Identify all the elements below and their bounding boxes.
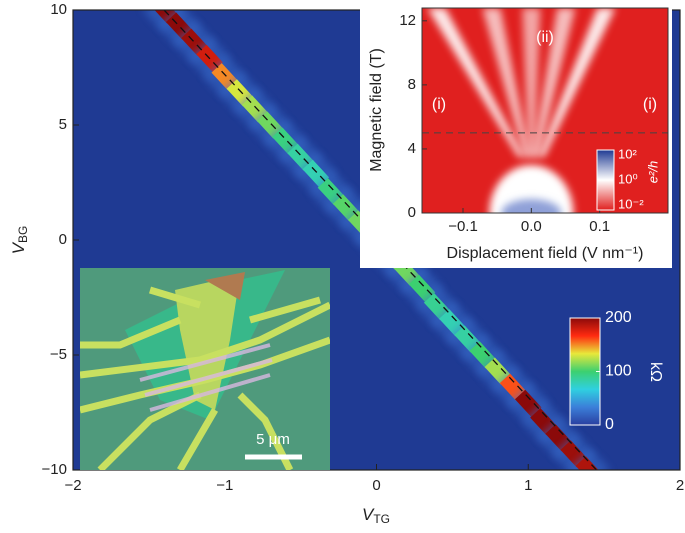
x-axis-label: Displacement field (V nm⁻¹) xyxy=(447,245,644,262)
low-field-region xyxy=(489,165,574,213)
x-tick-label: −2 xyxy=(64,477,81,494)
fan-streak xyxy=(427,8,525,157)
colorbar xyxy=(569,317,601,426)
y-tick-label: 8 xyxy=(408,76,416,93)
ridge-glow xyxy=(142,10,186,32)
axis-label-main: V xyxy=(362,505,375,524)
fan-streak xyxy=(482,8,531,157)
y-tick-label: 12 xyxy=(399,12,416,29)
colorbar-tick-label: 100 xyxy=(605,363,632,380)
inset-map xyxy=(422,8,668,213)
inset-colorbar-tick-label: 10² xyxy=(618,146,637,161)
inset-colorbar xyxy=(596,149,615,211)
ridge-cell xyxy=(575,456,603,470)
annotation: (i) xyxy=(432,96,446,113)
inset-colorbar-label: e²/h xyxy=(645,161,660,183)
low-field-core xyxy=(501,199,562,213)
ridge-glow xyxy=(567,448,611,470)
x-tick-label: 2 xyxy=(676,477,684,494)
y-axis-label: Magnetic field (T) xyxy=(368,48,385,172)
y-tick-label: 0 xyxy=(59,231,67,248)
fan-streak xyxy=(522,8,541,157)
y-tick-label: −5 xyxy=(50,346,67,363)
inset-colorbar-tick-label: 10⁰ xyxy=(618,171,638,186)
y-tick-label: 5 xyxy=(59,116,67,133)
x-tick-label: 1 xyxy=(524,477,532,494)
ridge xyxy=(142,10,611,470)
colorbar-label: kΩ xyxy=(647,362,664,382)
x-tick-label: 0 xyxy=(372,477,380,494)
y-tick-label: 4 xyxy=(408,140,416,157)
x-tick-label: −1 xyxy=(216,477,233,494)
ridge-cell xyxy=(514,389,542,417)
fan-streak xyxy=(532,8,576,157)
axis-label: VTG xyxy=(362,505,390,526)
micrograph xyxy=(80,268,330,470)
inset-frame xyxy=(421,7,669,214)
axis-label-sub: TG xyxy=(373,512,390,526)
axis-label-sub: BG xyxy=(16,226,30,243)
y-tick-label: −10 xyxy=(42,461,67,478)
colorbar-tick-label: 0 xyxy=(605,416,614,433)
annotation: (ii) xyxy=(536,29,554,46)
y-tick-label: 10 xyxy=(50,1,67,18)
annotation: (i) xyxy=(643,96,657,113)
scale-bar-label: 5 μm xyxy=(256,431,290,448)
inset-plot: −0.1 0.0 0.1 0 4 8 12 Displacement field (V nm⁻… xyxy=(368,7,669,262)
ridge-cell xyxy=(408,274,436,302)
ridge-cell xyxy=(302,159,330,187)
inset-colorbar-tick-label: 10⁻² xyxy=(618,196,644,211)
x-tick-label: −0.1 xyxy=(448,218,478,235)
colorbar-tick-label: 200 xyxy=(605,309,632,326)
axis-label: VBG xyxy=(9,226,30,255)
y-tick-label: 0 xyxy=(408,204,416,221)
x-tick-label: 0.1 xyxy=(589,218,610,235)
x-tick-label: 0.0 xyxy=(521,218,542,235)
fan-streak xyxy=(538,8,616,157)
axis-label-main: V xyxy=(9,241,28,254)
